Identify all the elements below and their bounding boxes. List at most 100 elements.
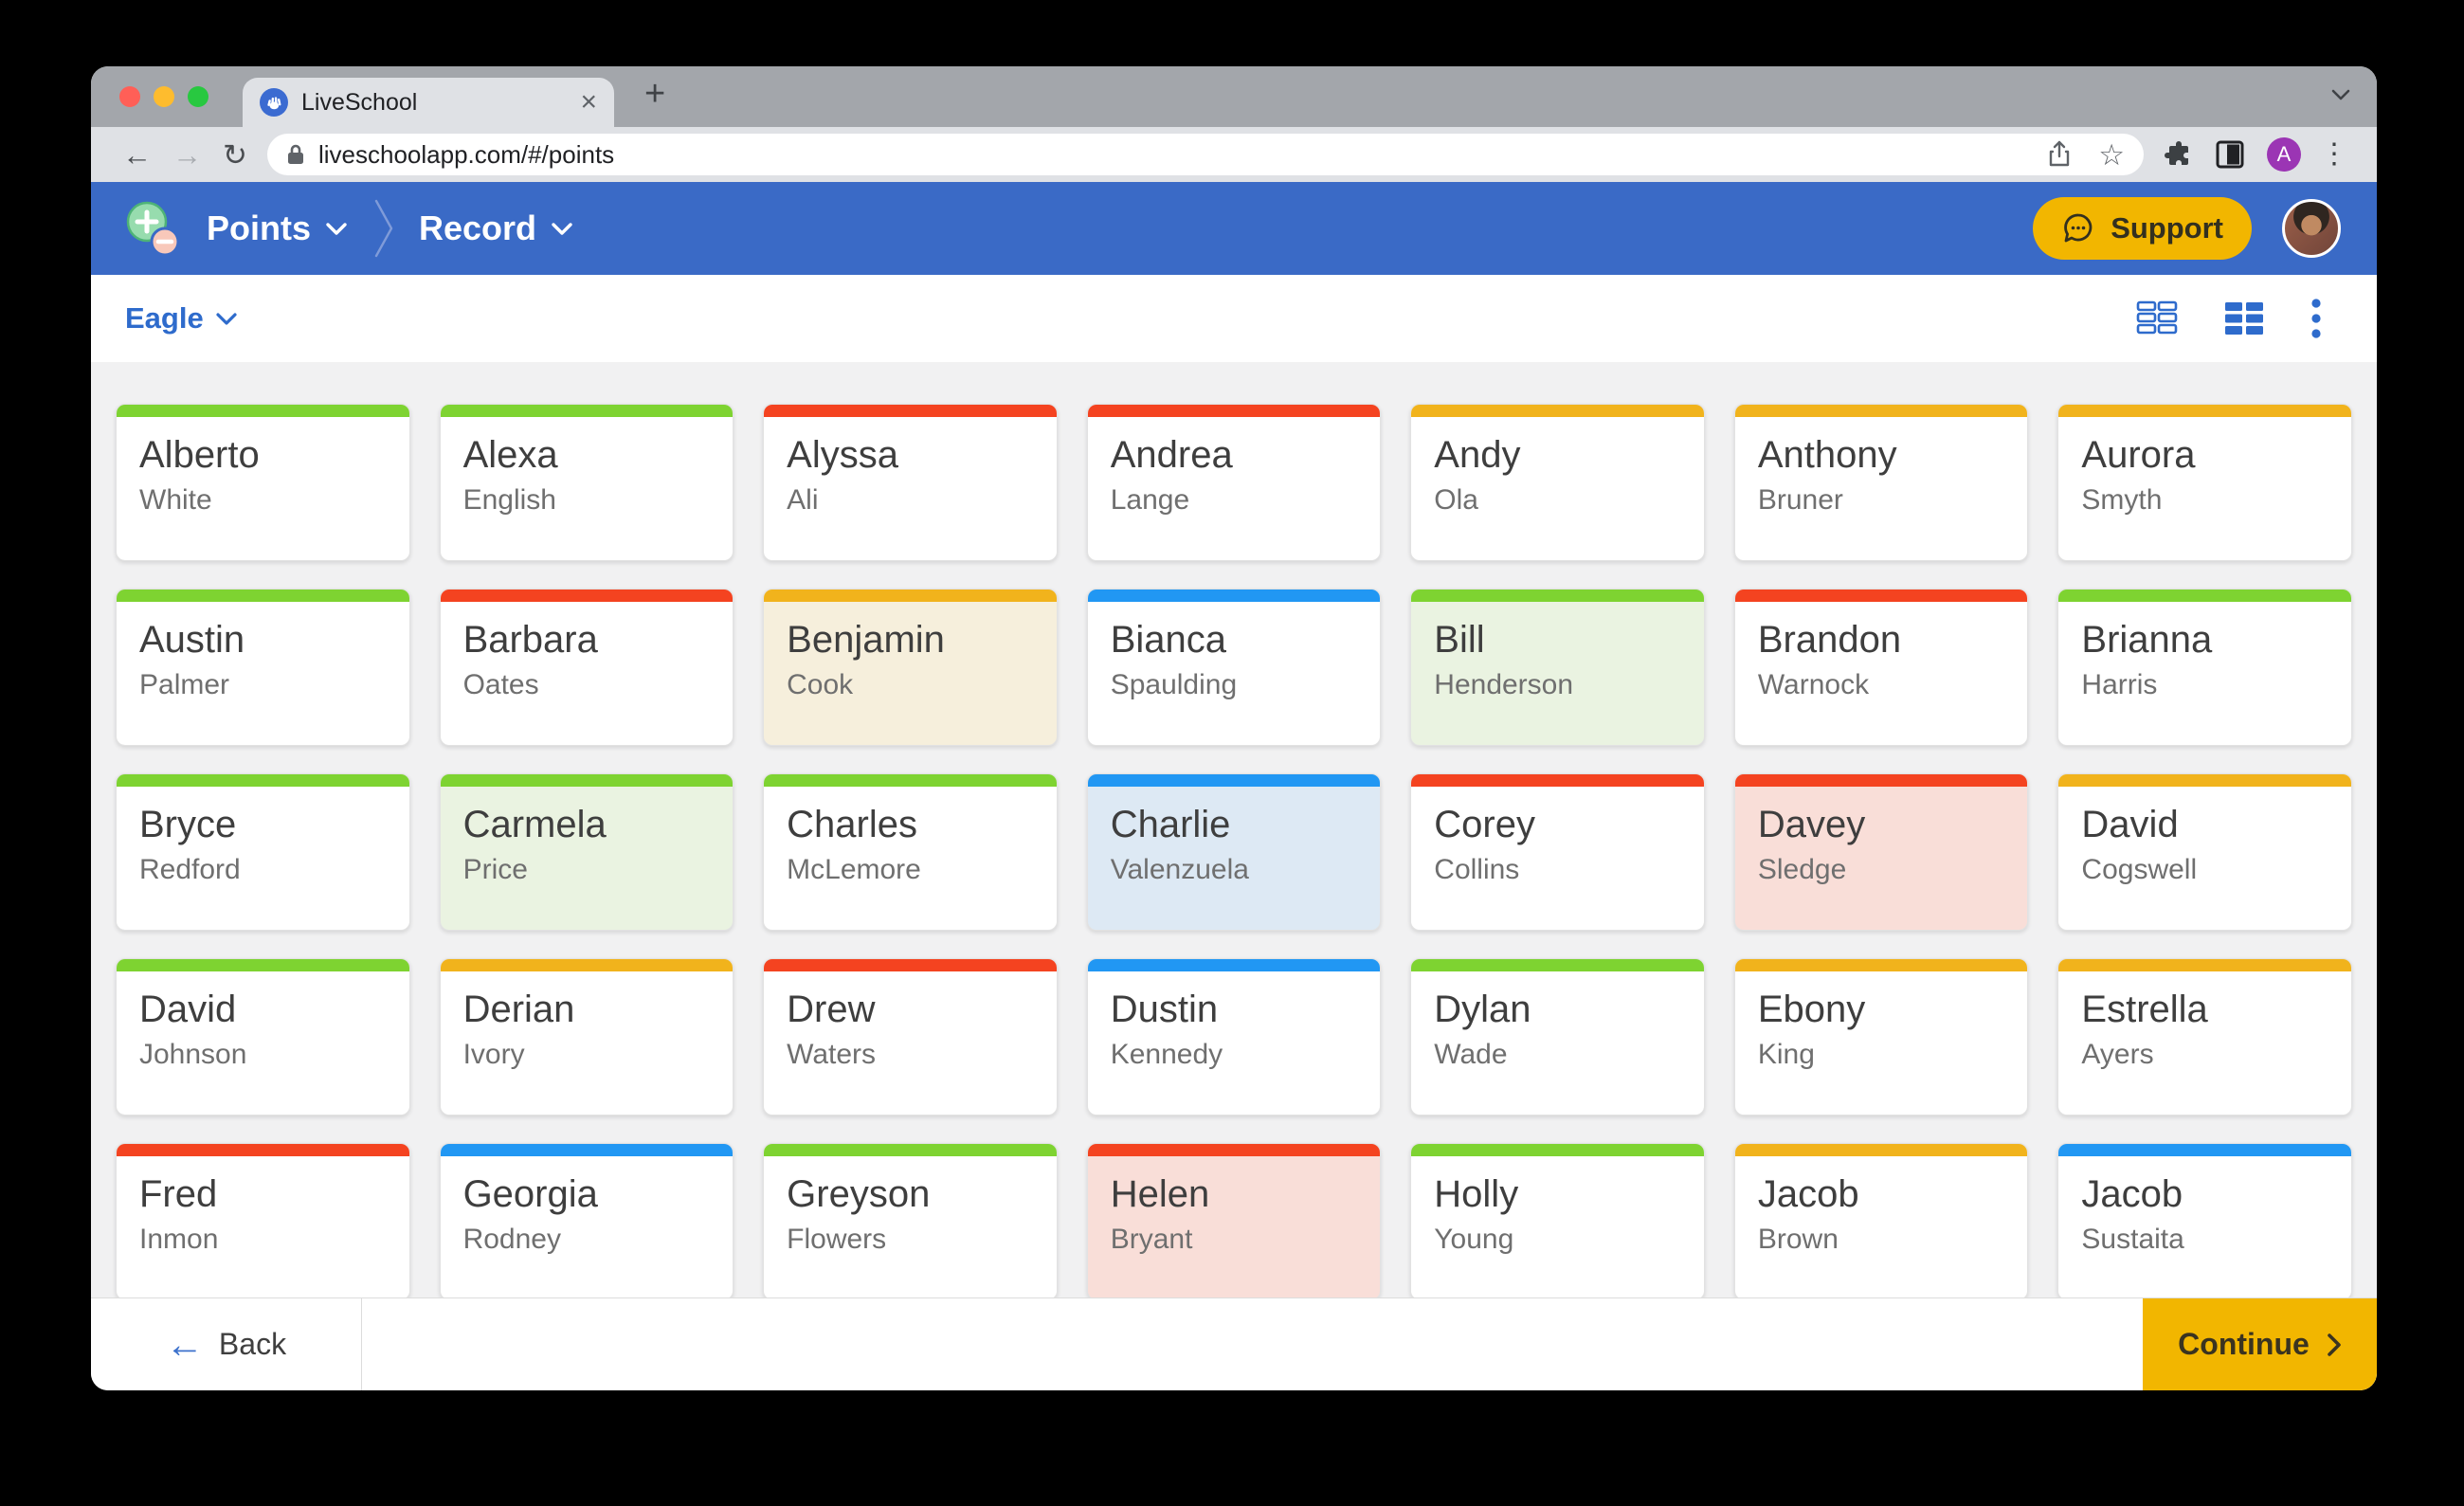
student-last-name: Harris: [2081, 669, 2158, 700]
student-card[interactable]: Andy Ola: [1410, 404, 1705, 561]
points-menu[interactable]: Points: [207, 209, 349, 248]
bookmark-star-icon[interactable]: ☆: [2098, 137, 2125, 172]
tab-strip: LiveSchool × +: [91, 66, 2377, 127]
student-card[interactable]: Georgia Rodney: [439, 1143, 734, 1297]
student-first-name: Dustin: [1110, 989, 1219, 1030]
student-card[interactable]: Drew Waters: [763, 958, 1058, 1116]
url-bar[interactable]: liveschoolapp.com/#/points ☆: [266, 134, 2144, 175]
student-card[interactable]: Davey Sledge: [1733, 773, 2029, 931]
student-card[interactable]: Anthony Bruner: [1733, 404, 2029, 561]
browser-tab[interactable]: LiveSchool ×: [243, 78, 614, 127]
student-first-name: Andy: [1434, 434, 1521, 476]
app-nav-bar: Points Record Support: [91, 182, 2377, 275]
roster-subheader: Eagle: [91, 275, 2377, 362]
tab-search-chevron-icon[interactable]: [2329, 87, 2352, 107]
student-card[interactable]: Bianca Spaulding: [1086, 589, 1382, 746]
student-card[interactable]: Greyson Flowers: [763, 1143, 1058, 1297]
student-card[interactable]: Ebony King: [1733, 958, 2029, 1116]
browser-menu-icon[interactable]: ⋮: [2320, 138, 2348, 170]
student-card[interactable]: Derian Ivory: [439, 958, 734, 1116]
grid-view-outline-icon[interactable]: [2136, 300, 2180, 336]
student-last-name: Waters: [787, 1039, 877, 1070]
student-card[interactable]: David Cogswell: [2057, 773, 2352, 931]
card-color-bar: [116, 774, 409, 787]
student-card[interactable]: Austin Palmer: [116, 589, 410, 746]
student-first-name: Barbara: [462, 619, 598, 661]
student-card[interactable]: Jacob Sustaita: [2057, 1143, 2352, 1297]
browser-forward-button[interactable]: →: [172, 137, 202, 172]
card-body: Alberto White: [117, 417, 409, 517]
share-icon[interactable]: [2047, 140, 2072, 169]
browser-back-button[interactable]: ←: [122, 137, 152, 172]
student-first-name: Helen: [1110, 1173, 1210, 1215]
card-body: Greyson Flowers: [764, 1156, 1057, 1256]
student-card[interactable]: Brianna Harris: [2057, 589, 2352, 746]
browser-profile-avatar[interactable]: A: [2267, 137, 2301, 172]
back-button[interactable]: ← Back: [91, 1298, 362, 1390]
new-tab-button[interactable]: +: [644, 74, 666, 114]
student-card[interactable]: Helen Bryant: [1086, 1143, 1382, 1297]
close-window-button[interactable]: [119, 86, 140, 107]
roster-selector[interactable]: Eagle: [125, 301, 238, 336]
url-text: liveschoolapp.com/#/points: [317, 139, 615, 169]
student-card[interactable]: Barbara Oates: [439, 589, 734, 746]
student-card[interactable]: Dustin Kennedy: [1086, 958, 1382, 1116]
card-color-bar: [764, 1144, 1057, 1156]
student-last-name: Young: [1434, 1224, 1514, 1255]
student-card[interactable]: Bill Henderson: [1410, 589, 1705, 746]
card-color-bar: [440, 590, 734, 602]
card-body: Ebony King: [1735, 971, 2028, 1071]
student-card[interactable]: Charles McLemore: [763, 773, 1058, 931]
student-card[interactable]: Estrella Ayers: [2057, 958, 2352, 1116]
card-body: Holly Young: [1411, 1156, 1704, 1256]
side-panel-icon[interactable]: [2216, 140, 2244, 169]
card-body: Jacob Sustaita: [2058, 1156, 2351, 1256]
chevron-down-icon: [326, 223, 347, 235]
student-last-name: Kennedy: [1110, 1039, 1223, 1070]
tab-close-icon[interactable]: ×: [580, 86, 597, 118]
support-button[interactable]: Support: [2033, 197, 2252, 260]
card-color-bar: [1734, 590, 2028, 602]
student-card[interactable]: Fred Inmon: [116, 1143, 410, 1297]
student-card[interactable]: Charlie Valenzuela: [1086, 773, 1382, 931]
student-last-name: Cogswell: [2081, 854, 2198, 885]
student-card[interactable]: Alberto White: [116, 404, 410, 561]
student-first-name: Jacob: [1757, 1173, 1859, 1215]
student-card[interactable]: Jacob Brown: [1733, 1143, 2029, 1297]
card-body: Alyssa Ali: [764, 417, 1057, 517]
student-last-name: English: [462, 484, 556, 516]
student-card[interactable]: Dylan Wade: [1410, 958, 1705, 1116]
card-body: Dylan Wade: [1411, 971, 1704, 1071]
continue-button[interactable]: Continue: [2143, 1298, 2377, 1390]
grid-view-filled-icon[interactable]: [2223, 300, 2267, 336]
student-card[interactable]: Brandon Warnock: [1733, 589, 2029, 746]
student-first-name: Alyssa: [787, 434, 898, 476]
minimize-window-button[interactable]: [154, 86, 174, 107]
more-options-icon[interactable]: [2310, 298, 2322, 339]
student-card[interactable]: Carmela Price: [439, 773, 734, 931]
student-card[interactable]: Andrea Lange: [1086, 404, 1382, 561]
student-card[interactable]: Alexa English: [439, 404, 734, 561]
card-body: Dustin Kennedy: [1088, 971, 1381, 1071]
student-last-name: Rodney: [462, 1224, 561, 1255]
zoom-window-button[interactable]: [188, 86, 208, 107]
student-card[interactable]: Bryce Redford: [116, 773, 410, 931]
student-first-name: Aurora: [2081, 434, 2196, 476]
student-card[interactable]: Aurora Smyth: [2057, 404, 2352, 561]
student-card[interactable]: Benjamin Cook: [763, 589, 1058, 746]
browser-reload-button[interactable]: ↻: [223, 137, 247, 172]
card-body: Jacob Brown: [1735, 1156, 2028, 1256]
student-card[interactable]: Alyssa Ali: [763, 404, 1058, 561]
student-grid: Alberto White Alexa English Alyssa Ali A…: [91, 362, 2377, 1297]
student-last-name: Brown: [1757, 1224, 1839, 1255]
card-color-bar: [1411, 774, 1704, 787]
record-menu[interactable]: Record: [419, 209, 574, 248]
card-body: Fred Inmon: [117, 1156, 409, 1256]
student-card[interactable]: Holly Young: [1410, 1143, 1705, 1297]
student-first-name: Anthony: [1757, 434, 1897, 476]
card-color-bar: [1734, 959, 2028, 971]
extensions-puzzle-icon[interactable]: [2165, 140, 2193, 169]
user-avatar[interactable]: [2282, 199, 2341, 258]
student-card[interactable]: Corey Collins: [1410, 773, 1705, 931]
student-card[interactable]: David Johnson: [116, 958, 410, 1116]
